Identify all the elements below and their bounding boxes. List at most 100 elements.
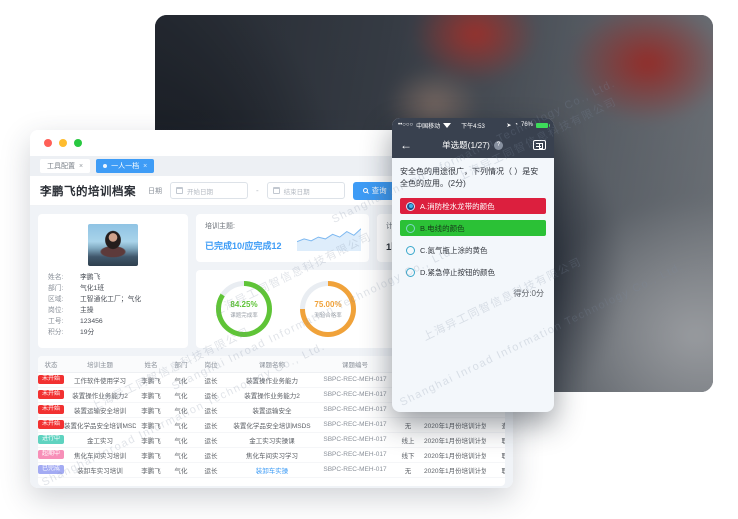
option-d[interactable]: D.紧急停止按钮的颜色 xyxy=(400,264,546,280)
radio-icon[interactable] xyxy=(406,223,415,233)
option-label: B.电线的颜色 xyxy=(420,223,465,233)
training-topic-card: 培训主题: 已完成10/应完成12 xyxy=(196,214,369,262)
phone-statusbar: ••○○○ 中国移动 下午4:53 ➤ ◔ 76% xyxy=(392,118,554,132)
cell-plan: 2020年1月份培训计划 xyxy=(424,417,486,433)
back-button[interactable]: ← xyxy=(400,138,412,152)
close-icon[interactable]: × xyxy=(143,162,148,170)
profile-photo xyxy=(88,224,138,266)
cell-code: SBPC-REC-MEH-017 xyxy=(318,432,392,448)
clock-label: 下午4:53 xyxy=(461,123,485,130)
cell-name: 李鹏飞 xyxy=(136,417,166,433)
calendar-icon xyxy=(176,187,183,194)
tab-label: 一人一档 xyxy=(111,163,140,170)
header-status: 状态 xyxy=(38,356,64,373)
field-label: 姓名: xyxy=(48,274,64,281)
cell-course: 装置操作业务能力2 xyxy=(226,387,318,403)
date-label: 日期 xyxy=(148,187,162,195)
radio-icon[interactable] xyxy=(406,267,415,277)
status-badge: 未开始 xyxy=(38,420,64,429)
cell-topic: 金工实习 xyxy=(64,432,136,448)
table-row: 未开始 装置化学品安全培训MSDS 李鹏飞 气化 运长 装置化学品安全培训MSD… xyxy=(38,417,505,433)
traffic-light-close[interactable] xyxy=(44,139,52,147)
cell-name: 李鹏飞 xyxy=(136,387,166,403)
quiz-screen: 安全色的用途很广，下列情况（ ）是安全色的应用。(2分) A.消防栓水龙带的颜色… xyxy=(392,158,554,307)
table-row: 超期中 焦化车间实习培训 李鹏飞 气化 运长 焦化车间实习学习 SBPC-REC… xyxy=(38,447,505,463)
cell-mode: 无 xyxy=(392,462,424,478)
wifi-icon xyxy=(443,122,452,128)
cell-name: 李鹏飞 xyxy=(136,432,166,448)
field-value: 工智通化工厂；气化 xyxy=(80,296,142,303)
cell-action[interactable]: 查看 xyxy=(486,417,505,433)
cell-action[interactable]: 职能 xyxy=(486,447,505,463)
end-date-placeholder: 结束日期 xyxy=(283,188,310,196)
cell-topic: 焦化车间实习培训 xyxy=(64,447,136,463)
close-icon[interactable]: × xyxy=(79,162,84,170)
search-button[interactable]: 查询 xyxy=(352,181,397,200)
cell-mode: 线上 xyxy=(392,432,424,448)
cell-action[interactable]: 职能 xyxy=(486,432,505,448)
header-name: 姓名 xyxy=(136,356,166,373)
calendar-icon xyxy=(272,187,280,194)
start-date-placeholder: 开始日期 xyxy=(187,188,213,196)
option-label: A.消防栓水龙带的颜色 xyxy=(420,201,495,211)
dashboard-content: 姓名: 李鹏飞 部门: 气化1班 区域: 工智通化工厂；气化 岗位: 主操 工号: 123… xyxy=(30,206,513,488)
cell-mode: 无 xyxy=(392,417,424,433)
end-date-input[interactable]: 结束日期 xyxy=(266,182,345,199)
cell-code: SBPC-REC-MEH-017 xyxy=(318,417,392,433)
score-label: 得分:0分 xyxy=(513,289,544,298)
cell-dept: 气化 xyxy=(166,417,196,433)
cell-mode: 线下 xyxy=(392,447,424,463)
tab-one-person-one-file[interactable]: 一人一档 × xyxy=(96,159,155,173)
radio-selected-icon[interactable] xyxy=(406,201,415,211)
cell-code: SBPC-REC-MEH-017 xyxy=(318,402,392,418)
course-completion-donut: 84.25% 课题完成率 xyxy=(216,281,272,337)
status-badge: 未开始 xyxy=(38,375,64,384)
answer-sheet-icon[interactable] xyxy=(533,140,546,150)
cell-action[interactable]: 职能 xyxy=(486,462,505,478)
status-badge: 已完成 xyxy=(38,465,64,474)
cell-course: 装置化学品安全培训MSDS xyxy=(226,417,318,433)
header-post: 岗位 xyxy=(196,356,226,373)
option-a[interactable]: A.消防栓水龙带的颜色 xyxy=(400,198,546,214)
topic-label: 培训主题: xyxy=(205,223,235,230)
start-date-input[interactable]: 开始日期 xyxy=(170,182,248,199)
cell-course-link[interactable]: 装卸车实操 xyxy=(226,462,318,478)
cell-topic: 装卸车实习培训 xyxy=(64,462,136,478)
radio-icon[interactable] xyxy=(406,245,415,255)
cell-post: 运长 xyxy=(196,432,226,448)
cell-course: 装置运输安全 xyxy=(226,402,318,418)
status-badge: 未开始 xyxy=(38,390,64,399)
traffic-light-minimize[interactable] xyxy=(59,139,67,147)
header-topic: 培训主题 xyxy=(64,356,136,373)
table-row: 进行中 金工实习 李鹏飞 气化 运长 金工实习实操课 SBPC-REC-MEH-… xyxy=(38,432,505,448)
battery-percent: 76% xyxy=(520,122,533,128)
date-range-separator: - xyxy=(256,186,259,195)
cell-plan: 2020年1月份培训计划 xyxy=(424,462,486,478)
header-course: 课题名称 xyxy=(226,356,318,373)
option-c[interactable]: C.氮气瓶上涂的黄色 xyxy=(400,242,546,258)
cell-dept: 气化 xyxy=(166,387,196,403)
phone-mockup: ••○○○ 中国移动 下午4:53 ➤ ◔ 76% ← 单选题(1/27) ? … xyxy=(392,118,554,412)
cell-post: 运长 xyxy=(196,462,226,478)
cell-name: 李鹏飞 xyxy=(136,402,166,418)
help-icon[interactable]: ? xyxy=(493,140,503,150)
field-value: 主操 xyxy=(80,307,94,314)
search-button-label: 查询 xyxy=(371,186,387,195)
field-value: 李鹏飞 xyxy=(80,274,101,281)
field-label: 区域: xyxy=(48,296,64,303)
cell-dept: 气化 xyxy=(166,462,196,478)
tab-tool-config[interactable]: 工具配置 × xyxy=(40,159,91,173)
cell-plan: 2020年1月份培训计划 xyxy=(424,447,486,463)
cell-plan: 2020年1月份培训计划 xyxy=(424,432,486,448)
topic-progress-value: 已完成10/应完成12 xyxy=(205,241,282,251)
carrier-label: 中国移动 xyxy=(416,123,441,130)
option-b[interactable]: B.电线的颜色 xyxy=(400,220,546,236)
cell-code: SBPC-REC-MEH-017 xyxy=(318,462,392,478)
cell-post: 运长 xyxy=(196,387,226,403)
traffic-light-maximize[interactable] xyxy=(74,139,82,147)
profile-card: 姓名: 李鹏飞 部门: 气化1班 区域: 工智通化工厂；气化 岗位: 主操 工号: 123… xyxy=(38,214,188,348)
field-label: 工号: xyxy=(48,318,64,325)
cell-code: SBPC-REC-MEH-017 xyxy=(318,447,392,463)
signal-dots-icon: ••○○○ xyxy=(398,122,414,128)
